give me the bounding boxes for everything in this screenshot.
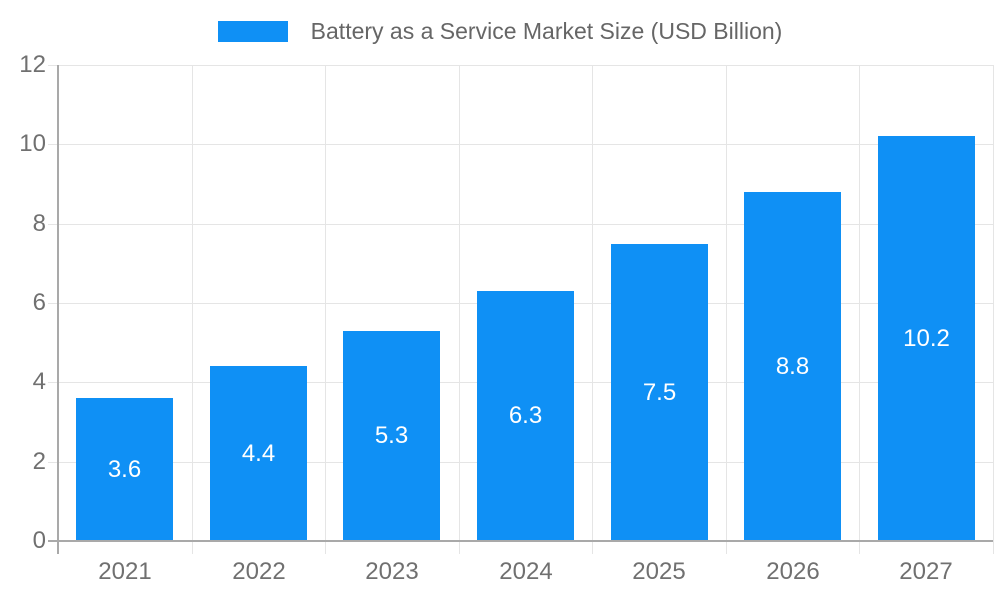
x-axis-tick-label: 2023 (365, 558, 419, 585)
y-gridline (48, 65, 993, 66)
y-gridline (48, 224, 993, 225)
x-gridline (325, 65, 326, 554)
y-axis-tick-label: 8 (32, 210, 46, 237)
legend-swatch (217, 21, 288, 42)
y-axis-tick-label: 12 (19, 51, 46, 78)
bar-value-label: 3.6 (107, 455, 142, 483)
bar-value-label: 7.5 (642, 379, 677, 406)
y-gridline (48, 144, 993, 145)
bar-2025[interactable]: 7.5 (611, 244, 708, 542)
bar-2027[interactable]: 10.2 (878, 136, 975, 541)
bar-value-label: 5.3 (374, 422, 409, 449)
y-axis-tick-label: 10 (19, 130, 46, 157)
y-axis-line (57, 65, 59, 554)
bar-2022[interactable]: 4.4 (210, 366, 307, 541)
bar-value-label: 10.2 (903, 324, 950, 352)
bar-2023[interactable]: 5.3 (343, 331, 440, 541)
x-axis-line (48, 540, 993, 542)
x-gridline (192, 65, 193, 554)
chart-legend[interactable]: Battery as a Service Market Size (USD Bi… (0, 18, 1000, 44)
bar-value-label: 6.3 (508, 402, 543, 429)
y-axis-tick-label: 6 (32, 289, 46, 316)
x-gridline (592, 65, 593, 554)
x-axis-tick-label: 2022 (232, 558, 286, 585)
y-axis-tick-label: 4 (32, 368, 46, 395)
x-gridline (726, 65, 727, 554)
x-axis-tick-label: 2026 (766, 558, 820, 585)
bar-value-label: 8.8 (775, 352, 810, 380)
bar-2024[interactable]: 6.3 (477, 291, 574, 541)
x-axis-tick-label: 2024 (499, 558, 553, 585)
x-gridline (993, 65, 994, 554)
x-axis-tick-label: 2021 (98, 558, 152, 585)
x-axis-tick-label: 2027 (899, 558, 953, 585)
y-axis-tick-label: 0 (32, 527, 46, 554)
x-gridline (459, 65, 460, 554)
x-gridline (859, 65, 860, 554)
y-axis-tick-label: 2 (32, 448, 46, 475)
chart-title: Battery as a Service Market Size (USD Bi… (310, 18, 783, 44)
x-axis-tick-label: 2025 (632, 558, 686, 585)
bar-value-label: 4.4 (241, 439, 276, 467)
bar-2026[interactable]: 8.8 (744, 192, 841, 541)
bar-2021[interactable]: 3.6 (76, 398, 173, 541)
